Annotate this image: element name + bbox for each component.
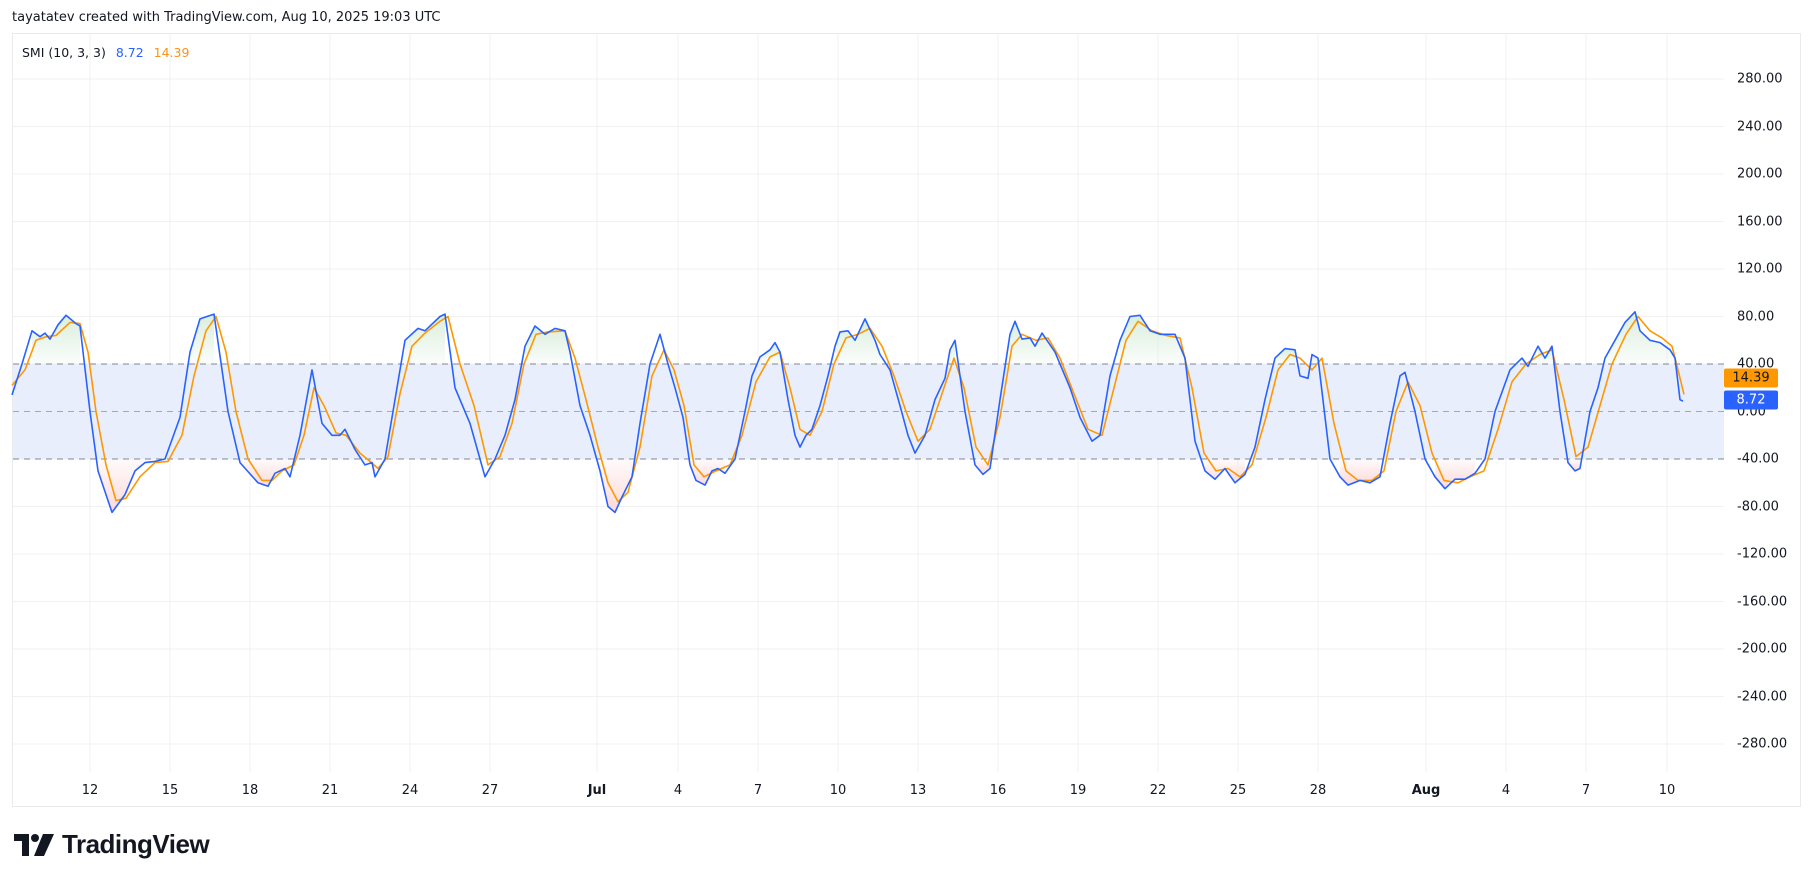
x-axis-label: Aug: [1411, 783, 1441, 798]
x-axis-label: 13: [909, 783, 927, 798]
x-axis-label: 24: [401, 783, 419, 798]
y-axis-label: -40.00: [1737, 451, 1779, 467]
x-axis-label: 28: [1309, 783, 1327, 798]
credit-line: tayatatev created with TradingView.com, …: [12, 10, 441, 25]
tradingview-logo-icon: [14, 833, 54, 856]
signal-line: [11, 315, 1685, 503]
smi-price-tag: 8.72: [1724, 390, 1778, 410]
x-axis-label: 10: [829, 783, 847, 798]
x-axis-label: 10: [1658, 783, 1676, 798]
x-axis-label: 4: [673, 783, 683, 798]
y-axis-label: 240.00: [1737, 119, 1783, 134]
y-axis-label: -240.00: [1737, 689, 1788, 704]
y-axis-label: -80.00: [1737, 499, 1779, 514]
x-axis-label: 7: [753, 783, 763, 798]
x-axis-label: 7: [1581, 783, 1591, 798]
tradingview-logo[interactable]: TradingView: [14, 829, 210, 860]
y-axis-label: 280.00: [1737, 71, 1783, 87]
y-axis-label: 40.00: [1737, 356, 1775, 372]
signal-price-tag: 14.39: [1724, 368, 1778, 388]
x-axis-label: 18: [241, 783, 259, 798]
y-axis-label: 160.00: [1737, 214, 1783, 229]
x-axis-label: 16: [989, 783, 1007, 798]
x-axis-label: 27: [481, 783, 499, 798]
x-axis-label: 21: [321, 783, 339, 798]
smi-legend-value: 8.72: [115, 45, 144, 60]
indicator-legend[interactable]: SMI (10, 3, 3) 8.72 14.39: [22, 45, 189, 60]
y-axis-label: 120.00: [1737, 261, 1783, 277]
x-axis-label: Jul: [587, 783, 607, 798]
y-axis-label: 80.00: [1737, 309, 1775, 324]
extreme-fills: [32, 311, 1675, 513]
smi-line: [11, 310, 1684, 514]
tradingview-wordmark: TradingView: [62, 829, 210, 859]
y-axis-label: 200.00: [1737, 166, 1783, 182]
x-axis-label: 25: [1229, 783, 1247, 798]
indicator-name: SMI (10, 3, 3): [22, 45, 106, 60]
x-axis-label: 15: [161, 783, 179, 798]
x-axis-label: 22: [1149, 783, 1167, 798]
signal-legend-value: 14.39: [153, 45, 190, 60]
x-axis-label: 19: [1069, 783, 1087, 798]
x-axis-label: 12: [81, 783, 99, 798]
x-axis-label: 4: [1501, 783, 1511, 798]
y-axis-label: -160.00: [1737, 594, 1788, 609]
y-axis-label: -200.00: [1737, 641, 1788, 657]
y-axis-label: -280.00: [1737, 736, 1788, 752]
y-axis-label: -120.00: [1737, 546, 1788, 562]
